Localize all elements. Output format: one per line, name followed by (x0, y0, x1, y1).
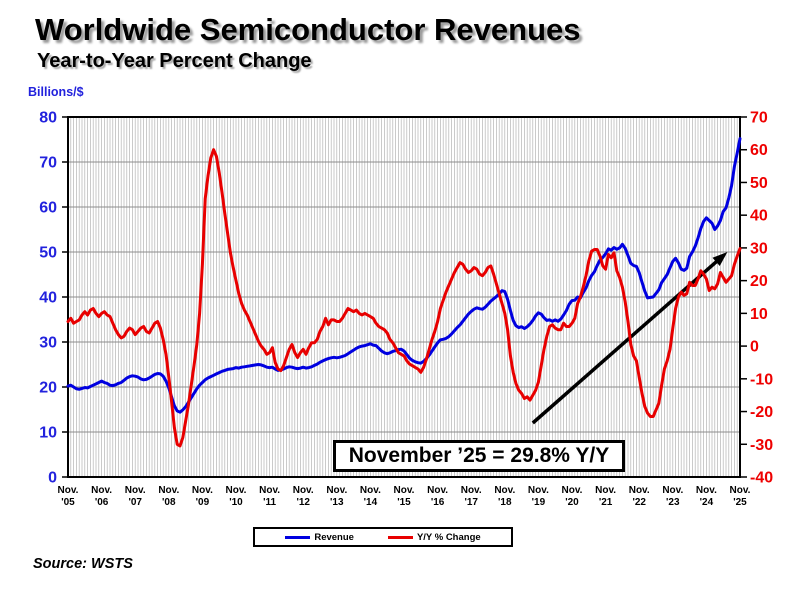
x-tick-label-year: '24 (700, 497, 714, 508)
x-tick-label-year: '08 (162, 497, 176, 508)
right-axis-tick-label: -20 (750, 404, 773, 421)
x-tick-label-year: '05 (61, 497, 75, 508)
x-tick-label-month: Nov. (662, 485, 683, 496)
x-tick-label-year: '20 (565, 497, 579, 508)
x-tick-label-year: '10 (229, 497, 243, 508)
x-tick-label-year: '17 (464, 497, 478, 508)
annotation-box: November ’25 = 29.8% Y/Y (333, 440, 625, 472)
x-tick-label-month: Nov. (91, 485, 112, 496)
left-axis-tick-label: 60 (39, 200, 57, 217)
legend-label-revenue: Revenue (314, 531, 354, 543)
x-tick-label-year: '13 (330, 497, 344, 508)
legend-label-yoy: Y/Y % Change (416, 531, 481, 543)
x-tick-label-month: Nov. (360, 485, 381, 496)
right-axis-tick-label: 60 (750, 142, 768, 159)
left-axis-tick-label: 10 (39, 425, 57, 442)
x-tick-label-year: '12 (296, 497, 310, 508)
left-axis-tick-label: 70 (39, 155, 57, 172)
x-tick-label-month: Nov. (125, 485, 146, 496)
page-title: Worldwide Semiconductor Revenues (35, 12, 581, 47)
revenue-line (66, 137, 742, 414)
x-tick-label-year: '25 (733, 497, 747, 508)
right-axis-tick-label: -10 (750, 371, 773, 388)
x-tick-label-year: '21 (599, 497, 613, 508)
x-tick-label-month: Nov. (158, 485, 179, 496)
page-subtitle: Year-to-Year Percent Change (37, 50, 312, 72)
x-tick-label-year: '23 (666, 497, 680, 508)
x-tick-label-month: Nov. (226, 485, 247, 496)
x-tick-label-year: '15 (397, 497, 411, 508)
x-tick-label-month: Nov. (629, 485, 650, 496)
left-axis-tick-label: 50 (39, 245, 57, 262)
source-note: Source: WSTS (33, 556, 133, 572)
right-axis-tick-label: 70 (750, 110, 768, 127)
legend-item-yoy: Y/Y % Change (387, 531, 481, 543)
yoy-line-swatch (387, 535, 413, 539)
x-tick-label-year: '14 (364, 497, 378, 508)
right-axis-tick-label: 50 (750, 175, 768, 192)
left-axis-tick-label: 40 (39, 290, 57, 307)
x-tick-label-year: '06 (95, 497, 109, 508)
right-axis-tick-label: 0 (750, 339, 759, 356)
x-tick-label-year: '22 (632, 497, 646, 508)
x-tick-label-month: Nov. (696, 485, 717, 496)
x-tick-label-month: Nov. (427, 485, 448, 496)
x-tick-label-month: Nov. (461, 485, 482, 496)
right-axis-tick-label: -40 (750, 470, 773, 487)
x-tick-label-year: '11 (263, 497, 276, 508)
legend: Revenue Y/Y % Change (253, 527, 513, 547)
x-tick-label-month: Nov. (192, 485, 213, 496)
annotation-text: November ’25 = 29.8% Y/Y (348, 444, 610, 467)
x-tick-label-year: '19 (532, 497, 546, 508)
left-axis-tick-label: 0 (48, 470, 57, 487)
x-tick-label-month: Nov. (259, 485, 280, 496)
revenue-line-swatch (285, 535, 311, 539)
x-tick-label-month: Nov. (58, 485, 79, 496)
right-axis-tick-label: 40 (750, 208, 768, 225)
x-tick-label-year: '16 (431, 497, 445, 508)
x-tick-label-month: Nov. (394, 485, 415, 496)
right-axis-tick-label: 20 (750, 273, 768, 290)
left-axis-unit-label: Billions/$ (28, 85, 84, 99)
x-tick-label-month: Nov. (562, 485, 583, 496)
x-tick-label-year: '07 (128, 497, 142, 508)
x-tick-label-month: Nov. (494, 485, 515, 496)
x-tick-label-month: Nov. (293, 485, 314, 496)
x-tick-label-year: '18 (498, 497, 512, 508)
left-axis-tick-label: 30 (39, 335, 57, 352)
x-tick-label-year: '09 (196, 497, 210, 508)
right-axis-tick-label: -30 (750, 437, 773, 454)
legend-item-revenue: Revenue (285, 532, 354, 543)
x-tick-label-month: Nov. (730, 485, 751, 496)
right-axis-tick-label: 10 (750, 306, 768, 323)
x-tick-label-month: Nov. (326, 485, 347, 496)
x-tick-label-month: Nov. (595, 485, 616, 496)
left-axis-tick-label: 20 (39, 380, 57, 397)
right-axis-tick-label: 30 (750, 240, 768, 257)
left-axis-tick-label: 80 (39, 110, 57, 127)
yoy-change-line (66, 148, 742, 448)
x-tick-label-month: Nov. (528, 485, 549, 496)
trend-arrow-head (712, 252, 728, 267)
